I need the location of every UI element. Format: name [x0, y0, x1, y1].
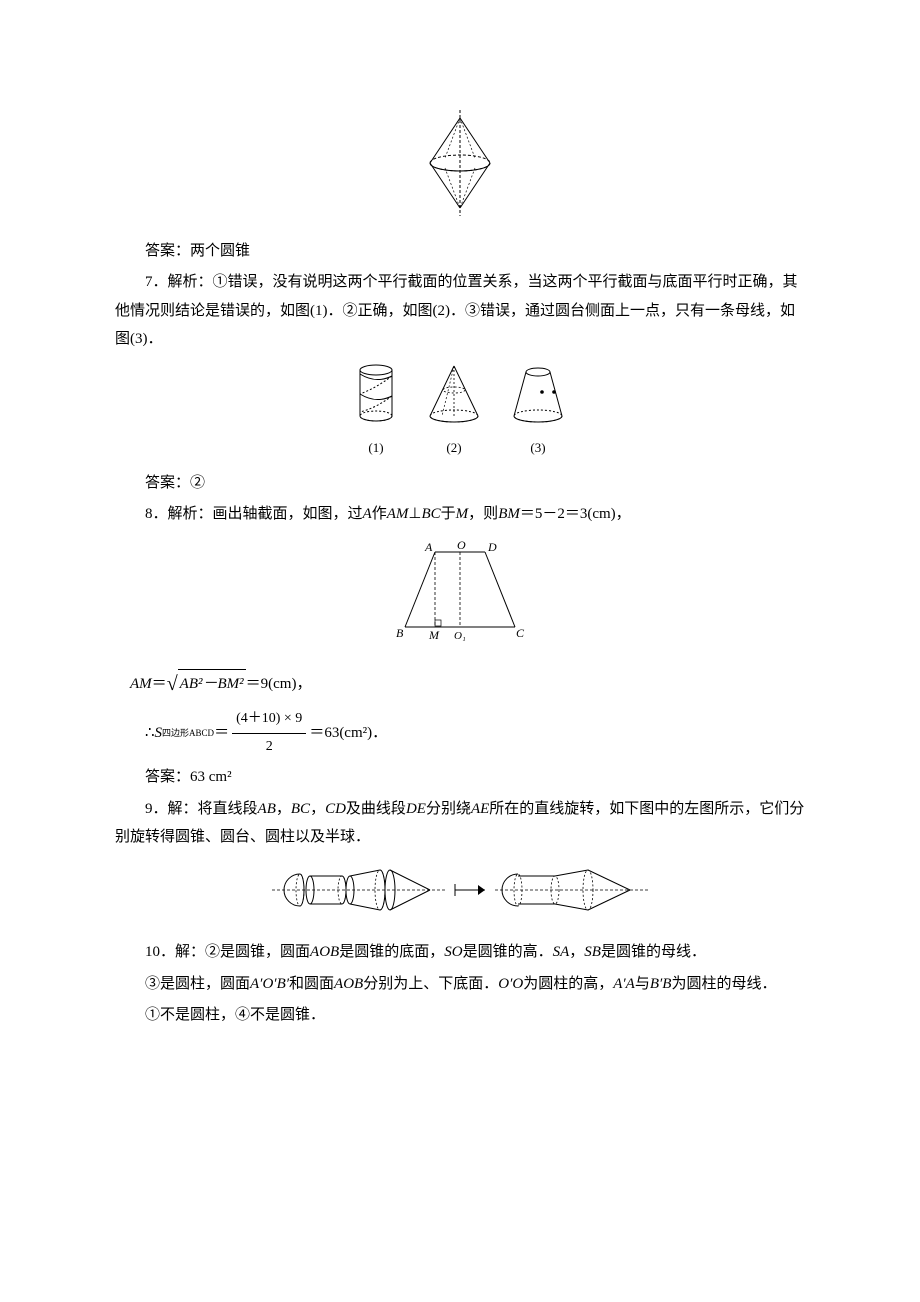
q8-frac-num: (4＋10) × 9 — [232, 706, 306, 734]
q8-A: A — [363, 506, 372, 522]
q8-body-prefix: 画出轴截面，如图，过 — [213, 506, 363, 522]
q8-l3-eq2: ＝63(cm²)． — [309, 719, 387, 748]
q7-label: 解析： — [168, 274, 213, 290]
q9-pre: 将直线段 — [198, 801, 258, 817]
figure-bicone — [115, 108, 805, 229]
q8-line3: ∴S四边形ABCD＝(4＋10) × 92＝63(cm²)． — [115, 706, 805, 760]
trap-C: C — [516, 626, 525, 640]
q10-AOB: AOB — [310, 944, 339, 960]
q7-fig1-label: (1) — [352, 436, 400, 461]
q8-l3-S: S — [155, 719, 163, 748]
q10-b1-pre: ②是圆锥，圆面 — [205, 944, 310, 960]
q8-l3-eq1: ＝ — [214, 719, 229, 748]
q9-DE: DE — [406, 801, 426, 817]
q7-fig3-label: (3) — [508, 436, 568, 461]
q10-b2-mid4: 与 — [635, 976, 650, 992]
q7-fig2: (2) — [424, 362, 484, 461]
q8-frac-den: 2 — [262, 734, 277, 761]
q8-l2-eq: ＝ — [152, 670, 167, 699]
q8-line2: AM＝√AB²－BM²＝9(cm)， — [115, 665, 805, 703]
q9-label: 解： — [168, 801, 198, 817]
q8-mid3: ，则 — [468, 506, 498, 522]
q8-AM: AM — [387, 506, 409, 522]
q7-number: 7． — [145, 274, 168, 290]
q10-b2-mid3: 为圆柱的高， — [523, 976, 613, 992]
q8-l3-pre: ∴ — [145, 719, 155, 748]
q10-b3: ①不是圆柱，④不是圆锥． — [145, 1007, 325, 1023]
q9-c2: ， — [310, 801, 325, 817]
sqrt-icon: √AB²－BM² — [167, 665, 246, 703]
q7-answer-label: 答案： — [145, 475, 190, 491]
q10-c1: ， — [569, 944, 584, 960]
trap-B: B — [396, 626, 404, 640]
bicone-svg — [415, 108, 505, 218]
q7-figures: (1) (2) (3) — [115, 362, 805, 461]
q8-l2-AM: AM — [130, 670, 152, 699]
q8-figure: A O D B M O₁ C — [115, 537, 805, 658]
q8-l2-post: ＝9(cm)， — [246, 670, 312, 699]
q10-b2-mid1: 和圆面 — [289, 976, 334, 992]
trap-D: D — [487, 540, 497, 554]
answer-6-label: 答案： — [145, 243, 190, 259]
q8-label: 解析： — [168, 506, 213, 522]
trap-O: O — [457, 538, 466, 552]
q8-analysis: 8．解析：画出轴截面，如图，过A作AM⊥BC于M，则BM＝5－2＝3(cm)， — [115, 500, 805, 529]
q8-mid1: 作 — [372, 506, 387, 522]
q8-sqrt-body: AB²－BM² — [178, 669, 246, 699]
trap-O1: O₁ — [454, 630, 466, 642]
q7-fig3: (3) — [508, 362, 568, 461]
q8-eq: ＝5－2＝3(cm)， — [520, 506, 631, 522]
q7-body: ①错误，没有说明这两个平行截面的位置关系，当这两个平行截面与底面平行时正确，其他… — [115, 274, 798, 347]
q10-b1-mid2: 是圆锥的高． — [463, 944, 553, 960]
q10-b2-post: 为圆柱的母线． — [671, 976, 776, 992]
answer-6-text: 两个圆锥 — [190, 243, 250, 259]
trap-A: A — [424, 540, 433, 554]
q8-mid2: 于 — [441, 506, 456, 522]
q10-AOB2: AOB — [334, 976, 363, 992]
q7-fig1: (1) — [352, 362, 400, 461]
q10-b1-post: 是圆锥的母线． — [601, 944, 706, 960]
q10-b2-mid2: 分别为上、下底面． — [363, 976, 498, 992]
q7-analysis: 7．解析：①错误，没有说明这两个平行截面的位置关系，当这两个平行截面与底面平行时… — [115, 268, 805, 354]
q7-fig2-label: (2) — [424, 436, 484, 461]
q8-M: M — [456, 506, 469, 522]
q9-BC: BC — [291, 801, 310, 817]
q10-number: 10． — [145, 944, 175, 960]
q10-SO: SO — [444, 944, 462, 960]
q8-answer: 答案：63 cm² — [115, 763, 805, 792]
q9-c1: ， — [276, 801, 291, 817]
q10-SB: SB — [584, 944, 601, 960]
q10-body3: ①不是圆柱，④不是圆锥． — [115, 1001, 805, 1030]
q7-answer: 答案：② — [115, 469, 805, 498]
answer-6: 答案：两个圆锥 — [115, 237, 805, 266]
q10-SA: SA — [553, 944, 570, 960]
q9-mid1: 及曲线段 — [346, 801, 406, 817]
q10-OpO: O′O — [498, 976, 523, 992]
q10-BpB: B′B — [650, 976, 672, 992]
q8-BC: BC — [421, 506, 440, 522]
q9-AB: AB — [258, 801, 276, 817]
q8-perp: ⊥ — [408, 506, 421, 522]
q8-l3-sub: 四边形ABCD — [162, 724, 214, 743]
q10-ApOpBp: A′O′B′ — [250, 976, 289, 992]
q9-number: 9． — [145, 801, 168, 817]
q9-body: 9．解：将直线段AB，BC，CD及曲线段DE分别绕AE所在的直线旋转，如下图中的… — [115, 795, 805, 852]
q8-answer-text: 63 cm² — [190, 769, 232, 785]
q9-mid2: 分别绕 — [426, 801, 471, 817]
q8-BM: BM — [498, 506, 520, 522]
q9-CD: CD — [325, 801, 346, 817]
trap-M: M — [428, 628, 440, 642]
q10-body2: ③是圆柱，圆面A′O′B′和圆面AOB分别为上、下底面．O′O为圆柱的高，A′A… — [115, 970, 805, 999]
q7-answer-text: ② — [190, 475, 205, 491]
q8-answer-label: 答案： — [145, 769, 190, 785]
q8-number: 8． — [145, 506, 168, 522]
q9-figure — [115, 860, 805, 931]
q10-b2-pre: ③是圆柱，圆面 — [145, 976, 250, 992]
q10-label: 解： — [175, 944, 205, 960]
q8-frac: (4＋10) × 92 — [232, 706, 306, 760]
q9-AE: AE — [471, 801, 489, 817]
q10-body1: 10．解：②是圆锥，圆面AOB是圆锥的底面，SO是圆锥的高．SA，SB是圆锥的母… — [115, 938, 805, 967]
q10-b1-mid1: 是圆锥的底面， — [339, 944, 444, 960]
q10-ApA: A′A — [613, 976, 635, 992]
